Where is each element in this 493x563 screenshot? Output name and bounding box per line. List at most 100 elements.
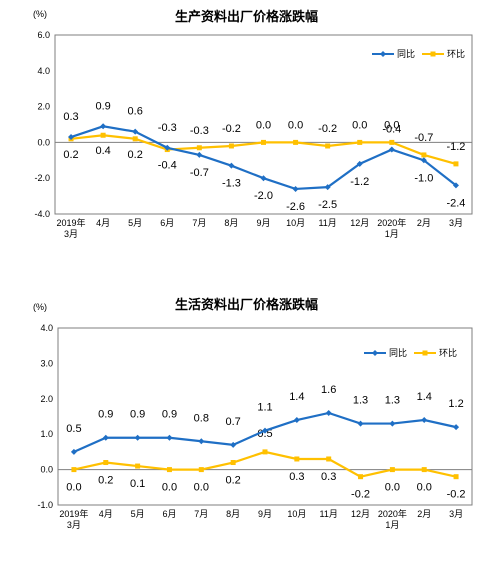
data-point-mom [421, 152, 427, 158]
data-label-mom: -0.4 [158, 160, 177, 172]
data-label-yoy: 1.1 [257, 402, 272, 414]
y-tick-label: 4.0 [40, 323, 53, 333]
x-tick-label: 10月 [286, 218, 305, 228]
data-point-mom [71, 467, 77, 473]
data-point-mom [389, 139, 395, 145]
y-tick-label: 6.0 [37, 30, 50, 40]
plot-frame [54, 34, 473, 215]
data-label-yoy: 1.4 [417, 391, 432, 403]
data-point-yoy [166, 434, 173, 441]
x-tick-label: 6月 [162, 509, 176, 519]
data-label-mom: -0.2 [318, 123, 337, 135]
data-point-yoy [70, 448, 77, 455]
data-point-yoy [421, 417, 428, 424]
x-tick-label: 9月 [258, 509, 272, 519]
x-tick-label: 8月 [226, 509, 240, 519]
data-point-mom [135, 463, 141, 469]
legend-label: 环比 [439, 347, 457, 358]
x-tick-label: 8月 [224, 218, 238, 228]
data-label-yoy: 0.3 [63, 111, 78, 123]
data-label-mom: 0.0 [288, 119, 303, 131]
data-label-mom: 0.0 [162, 482, 177, 494]
data-label-mom: 0.0 [352, 119, 367, 131]
y-tick-label: -2.0 [34, 173, 50, 183]
data-point-yoy [230, 441, 237, 448]
data-point-yoy [324, 184, 331, 191]
data-point-mom [228, 143, 234, 149]
data-label-mom: 0.0 [66, 482, 81, 494]
data-label-yoy: -2.5 [318, 199, 337, 211]
data-point-mom [453, 161, 459, 167]
x-tick-label: 2019年 3月 [59, 508, 88, 530]
y-tick-label: 4.0 [37, 66, 50, 76]
x-tick-label: 11月 [318, 218, 336, 228]
data-point-mom [358, 474, 364, 480]
data-label-yoy: 1.6 [321, 384, 336, 396]
data-label-yoy: -2.4 [446, 197, 465, 209]
data-point-yoy [325, 409, 332, 416]
data-point-mom [132, 136, 138, 142]
data-point-yoy [100, 123, 107, 130]
data-label-yoy: 0.6 [128, 106, 143, 118]
data-label-yoy: 1.2 [448, 398, 463, 410]
data-label-yoy: 1.3 [353, 395, 368, 407]
y-tick-label: 0.0 [40, 465, 53, 475]
data-label-mom: 0.4 [95, 145, 110, 157]
x-tick-label: 9月 [256, 218, 270, 228]
legend-marker-mom [430, 51, 436, 57]
data-point-mom [357, 139, 363, 145]
legend-marker-mom [422, 350, 428, 356]
x-tick-label: 10月 [287, 509, 306, 519]
data-label-mom: 0.3 [289, 471, 304, 483]
series-line-mom [73, 450, 457, 478]
chart-canvas: (%) 4.0 3.0 2.0 1.0 0.0 -1.0 2019年 3月 4月 5月 6月 7月 8月 9… [33, 302, 473, 530]
data-label-yoy: -1.0 [414, 172, 433, 184]
data-label-yoy: 0.8 [194, 412, 209, 424]
data-point-yoy [357, 420, 364, 427]
data-point-yoy [356, 160, 363, 167]
y-tick-label: -1.0 [37, 500, 53, 510]
y-axis-unit: (%) [33, 302, 47, 312]
x-tick-label: 3月 [449, 509, 463, 519]
data-label-mom: -0.3 [190, 125, 209, 137]
y-tick-label: 3.0 [40, 358, 53, 368]
data-label-yoy: -1.3 [222, 178, 241, 190]
data-point-yoy [102, 434, 109, 441]
x-tick-label: 7月 [192, 218, 206, 228]
data-point-mom [198, 467, 204, 473]
data-point-yoy [452, 182, 459, 189]
y-tick-label: 2.0 [37, 102, 50, 112]
data-label-mom: 0.3 [321, 471, 336, 483]
x-tick-label: 2020年 1月 [378, 508, 407, 530]
legend-label: 环比 [447, 48, 465, 59]
data-point-yoy [164, 144, 171, 151]
data-point-mom [261, 139, 266, 145]
y-tick-label: 1.0 [40, 429, 53, 439]
data-label-yoy: -2.6 [286, 201, 305, 213]
data-point-yoy [260, 175, 267, 182]
data-point-yoy [293, 417, 300, 424]
legend-marker-yoy [372, 350, 378, 356]
data-label-mom: 0.1 [130, 478, 145, 490]
data-point-mom [325, 143, 331, 149]
plot-frame [57, 327, 473, 506]
data-point-mom [196, 145, 202, 151]
data-label-mom: 0.2 [128, 149, 143, 161]
data-label-mom: 0.0 [384, 119, 399, 131]
x-tick-label: 12月 [350, 218, 369, 228]
data-label-mom: -0.7 [414, 132, 433, 144]
y-tick-label: 2.0 [40, 394, 53, 404]
x-tick-label: 2020年 1月 [377, 217, 406, 239]
legend-label: 同比 [389, 347, 407, 358]
x-tick-label: 4月 [99, 509, 113, 519]
data-label-yoy: 0.9 [130, 409, 145, 421]
data-label-mom: -0.2 [447, 489, 466, 501]
data-label-mom: 0.0 [417, 482, 432, 494]
legend-label: 同比 [397, 48, 415, 59]
data-point-yoy [262, 427, 268, 434]
data-point-mom [421, 467, 427, 473]
data-label-mom: 0.5 [257, 428, 272, 440]
data-label-yoy: -1.2 [350, 176, 369, 188]
data-label-yoy: 0.5 [66, 423, 81, 435]
data-label-yoy: 1.4 [289, 391, 304, 403]
